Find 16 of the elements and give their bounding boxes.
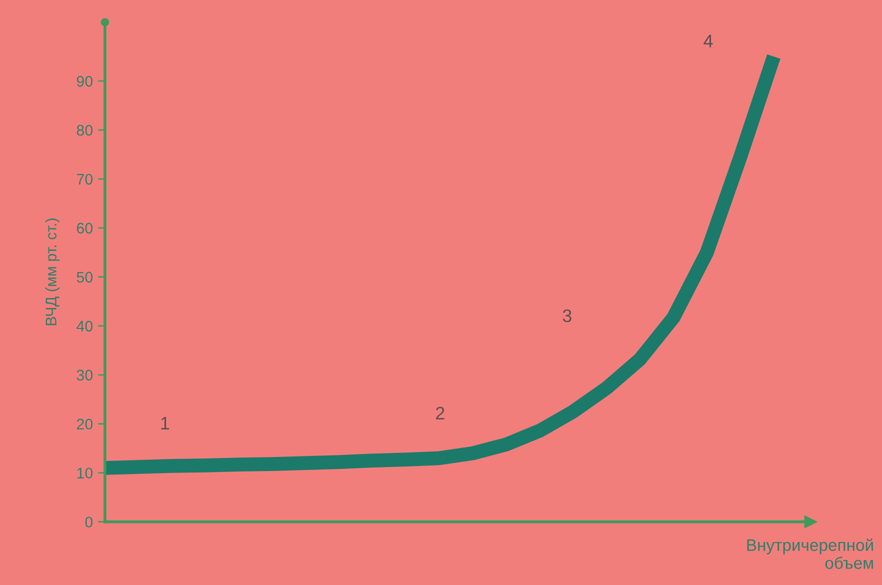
- annotation: 1: [161, 416, 170, 430]
- y-tick-label: 50: [76, 272, 93, 283]
- y-tick-label: 70: [76, 174, 93, 185]
- y-tick-label: 60: [76, 222, 93, 234]
- y-tick-label: 0: [85, 516, 93, 528]
- y-tick-label: 10: [77, 468, 93, 479]
- annotation: 2: [436, 406, 444, 420]
- x-axis-title: Внутричерепной объем: [747, 538, 873, 569]
- annotation: 4: [704, 34, 713, 48]
- y-tick-label: 30: [76, 370, 93, 381]
- y-tick-label: 20: [76, 418, 93, 430]
- annotation: 3: [562, 309, 572, 322]
- y-tick-label: 90: [76, 76, 93, 87]
- y-tick-label: 80: [76, 124, 93, 136]
- y-tick-label: 40: [76, 320, 93, 332]
- y-axis-title: ВЧД (мм рт. ст.): [45, 218, 60, 326]
